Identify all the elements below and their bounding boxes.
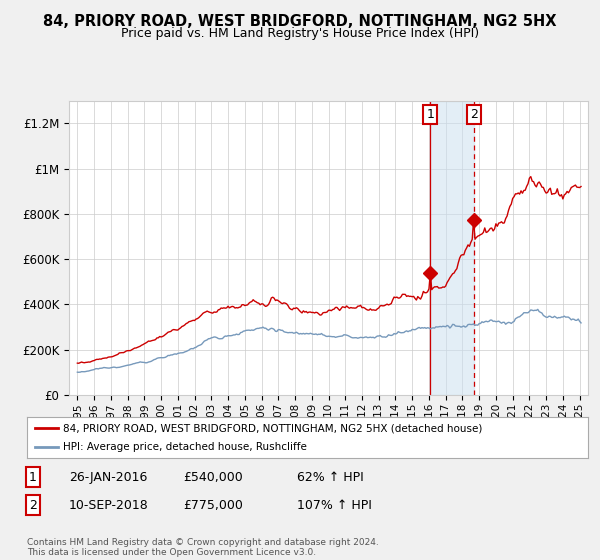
Text: £540,000: £540,000 [183,470,243,484]
Text: 10-SEP-2018: 10-SEP-2018 [69,498,149,512]
Text: 2: 2 [29,498,37,512]
Text: 26-JAN-2016: 26-JAN-2016 [69,470,148,484]
Text: Price paid vs. HM Land Registry's House Price Index (HPI): Price paid vs. HM Land Registry's House … [121,27,479,40]
Text: 62% ↑ HPI: 62% ↑ HPI [297,470,364,484]
Text: £775,000: £775,000 [183,498,243,512]
Text: 84, PRIORY ROAD, WEST BRIDGFORD, NOTTINGHAM, NG2 5HX: 84, PRIORY ROAD, WEST BRIDGFORD, NOTTING… [43,14,557,29]
Text: 84, PRIORY ROAD, WEST BRIDGFORD, NOTTINGHAM, NG2 5HX (detached house): 84, PRIORY ROAD, WEST BRIDGFORD, NOTTING… [64,423,483,433]
Text: Contains HM Land Registry data © Crown copyright and database right 2024.
This d: Contains HM Land Registry data © Crown c… [27,538,379,557]
Bar [430,101,474,395]
Text: 107% ↑ HPI: 107% ↑ HPI [297,498,372,512]
Text: HPI: Average price, detached house, Rushcliffe: HPI: Average price, detached house, Rush… [64,442,307,451]
Text: 1: 1 [426,108,434,121]
Text: 1: 1 [29,470,37,484]
Text: 2: 2 [470,108,478,121]
